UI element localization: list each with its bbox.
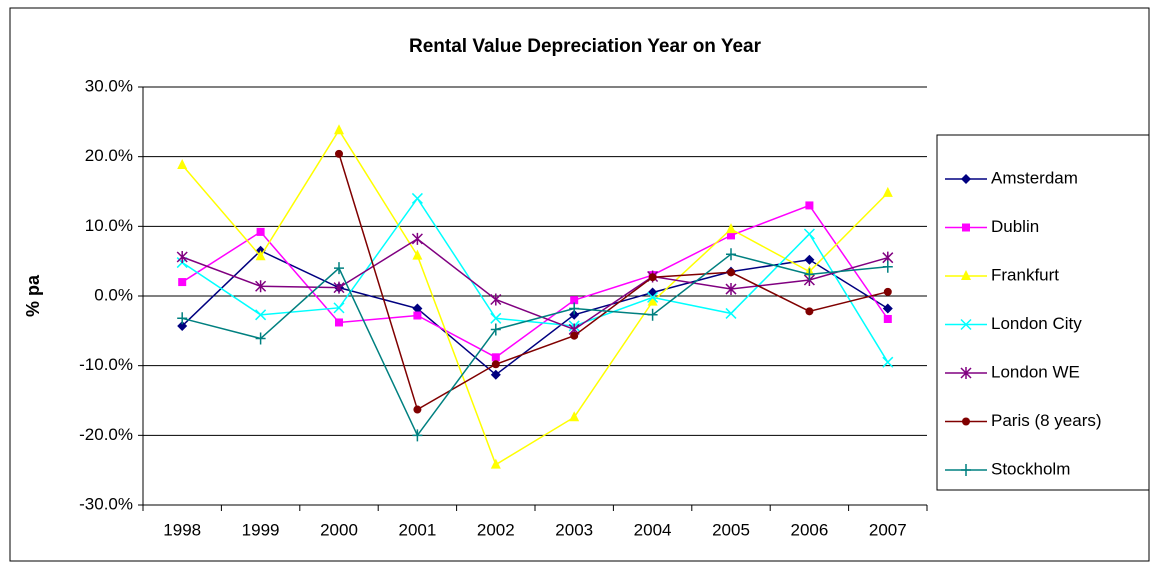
series-line — [338, 153, 888, 411]
marker — [648, 273, 657, 282]
marker — [962, 223, 970, 232]
marker — [961, 464, 971, 476]
series-line — [181, 204, 889, 359]
y-tick-label: 30.0% — [85, 76, 133, 95]
y-tick-label: -10.0% — [79, 355, 133, 374]
marker — [333, 281, 345, 294]
marker — [411, 192, 423, 204]
marker — [882, 260, 893, 273]
marker — [882, 356, 894, 368]
marker — [177, 320, 188, 331]
marker — [647, 295, 658, 306]
marker — [961, 174, 971, 184]
marker — [490, 312, 502, 324]
series-line — [181, 197, 889, 363]
x-tick-label: 2007 — [869, 520, 907, 539]
marker — [490, 369, 501, 380]
marker — [255, 332, 266, 345]
marker — [883, 287, 892, 296]
legend-box — [936, 134, 1150, 491]
legend-label: London City — [991, 314, 1082, 333]
marker — [491, 360, 500, 369]
marker — [803, 228, 815, 240]
marker — [335, 318, 343, 327]
marker — [491, 353, 500, 362]
series-line — [182, 253, 888, 437]
marker — [805, 307, 814, 316]
marker — [570, 296, 579, 305]
y-tick-label: -20.0% — [79, 425, 133, 444]
y-tick-label: 10.0% — [85, 216, 133, 235]
legend-label: Stockholm — [991, 459, 1070, 478]
x-tick-label: 2003 — [555, 520, 593, 539]
marker — [177, 159, 188, 170]
marker — [726, 248, 736, 261]
marker — [960, 318, 972, 331]
legend-label: Frankfurt — [991, 265, 1059, 284]
marker — [413, 405, 422, 414]
marker — [177, 312, 188, 325]
marker — [961, 270, 971, 280]
marker — [333, 302, 345, 314]
marker — [178, 278, 187, 287]
marker — [804, 254, 815, 265]
marker — [334, 124, 344, 135]
chart-title: Rental Value Depreciation Year on Year — [409, 36, 762, 57]
marker — [726, 223, 736, 234]
legend-label: Paris (8 years) — [991, 411, 1102, 430]
marker — [805, 201, 814, 210]
marker — [412, 249, 423, 260]
y-tick-label: -30.0% — [79, 494, 133, 513]
y-tick-label: 0.0% — [94, 285, 133, 304]
marker — [413, 311, 422, 320]
marker — [412, 429, 423, 442]
series-line — [181, 128, 889, 466]
marker — [256, 227, 265, 236]
y-axis-title: % pa — [23, 274, 43, 317]
marker — [804, 268, 815, 281]
x-tick-label: 2005 — [712, 520, 750, 539]
marker — [647, 308, 658, 321]
marker — [883, 314, 892, 323]
marker — [569, 411, 580, 422]
marker — [960, 367, 972, 379]
marker — [335, 149, 343, 158]
series-line — [181, 237, 889, 331]
x-tick-label: 2002 — [477, 520, 515, 539]
marker — [882, 303, 893, 314]
marker — [569, 309, 580, 320]
marker — [647, 291, 659, 303]
legend-label: Dublin — [991, 217, 1039, 236]
x-tick-label: 2004 — [634, 520, 672, 539]
legend-label: Amsterdam — [991, 168, 1078, 187]
y-tick-label: 20.0% — [85, 146, 133, 165]
marker — [411, 232, 423, 245]
marker — [255, 309, 267, 321]
x-tick-label: 1999 — [242, 520, 280, 539]
marker — [570, 331, 579, 340]
x-tick-label: 2000 — [320, 520, 358, 539]
marker — [725, 283, 737, 296]
marker — [255, 250, 266, 261]
x-tick-label: 2006 — [790, 520, 828, 539]
marker — [727, 268, 735, 277]
legend-label: London WE — [991, 362, 1080, 381]
x-tick-label: 1998 — [163, 520, 201, 539]
marker — [725, 307, 737, 319]
series-line — [181, 249, 889, 376]
marker — [334, 262, 344, 275]
marker — [490, 458, 501, 469]
marker — [490, 323, 501, 336]
marker — [255, 280, 267, 293]
marker — [727, 231, 735, 240]
marker — [569, 302, 580, 315]
marker — [490, 293, 502, 306]
marker — [882, 186, 893, 197]
marker — [412, 303, 423, 314]
x-tick-label: 2001 — [398, 520, 436, 539]
marker — [176, 250, 188, 263]
marker — [962, 417, 970, 426]
